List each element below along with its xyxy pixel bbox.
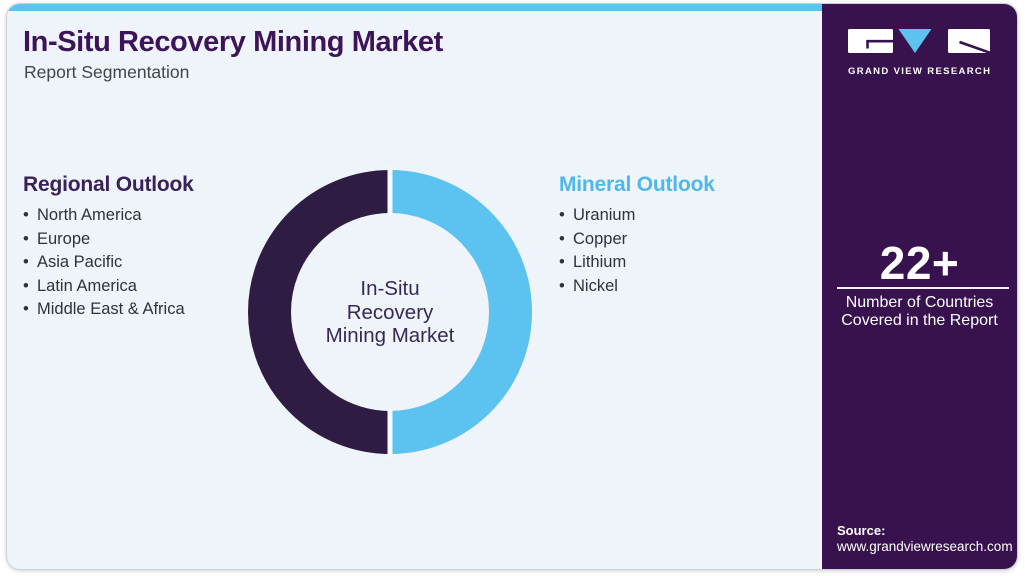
- list-item: Copper: [559, 228, 799, 252]
- list-item: Middle East & Africa: [23, 298, 263, 322]
- regional-outlook-section: Regional Outlook North America Europe As…: [23, 173, 263, 322]
- donut-right-half: [389, 170, 532, 454]
- source-label: Source:: [837, 523, 886, 538]
- donut-bottom-gap: [387, 410, 393, 457]
- list-item: Asia Pacific: [23, 251, 263, 275]
- list-item: Uranium: [559, 204, 799, 228]
- gvr-logo: GRAND VIEW RESEARCH: [848, 29, 994, 77]
- donut-ring: [248, 167, 532, 457]
- list-item: Europe: [23, 228, 263, 252]
- source-block: Source: www.grandviewresearch.com: [837, 523, 1013, 555]
- source-url: www.grandviewresearch.com: [837, 539, 1013, 554]
- top-accent-bar: [7, 4, 822, 11]
- list-item: Latin America: [23, 275, 263, 299]
- donut-center-label: In-Situ Recovery Mining Market: [325, 276, 455, 347]
- gvr-logo-icon: [848, 29, 991, 55]
- regional-outlook-list: North America Europe Asia Pacific Latin …: [23, 204, 263, 322]
- donut-chart: In-Situ Recovery Mining Market: [245, 167, 535, 457]
- donut-top-gap: [387, 167, 393, 214]
- mineral-outlook-heading: Mineral Outlook: [559, 173, 715, 196]
- regional-outlook-heading: Regional Outlook: [23, 173, 194, 196]
- infographic-card: In-Situ Recovery Mining Market Report Se…: [6, 3, 1018, 570]
- list-item: Nickel: [559, 275, 799, 299]
- list-item: Lithium: [559, 251, 799, 275]
- page-subtitle: Report Segmentation: [24, 62, 190, 82]
- stat-divider: [837, 287, 1009, 289]
- donut-left-half: [248, 170, 391, 454]
- list-item: North America: [23, 204, 263, 228]
- mineral-outlook-list: Uranium Copper Lithium Nickel: [559, 204, 799, 298]
- gvr-logo-wordmark: GRAND VIEW RESEARCH: [848, 66, 992, 77]
- page-title: In-Situ Recovery Mining Market: [23, 26, 443, 58]
- countries-count: 22+: [879, 237, 960, 289]
- countries-count-label: Number of Countries Covered in the Repor…: [841, 294, 998, 329]
- mineral-outlook-section: Mineral Outlook Uranium Copper Lithium N…: [559, 173, 799, 298]
- sidebar: GRAND VIEW RESEARCH 22+ Number of Countr…: [822, 4, 1017, 569]
